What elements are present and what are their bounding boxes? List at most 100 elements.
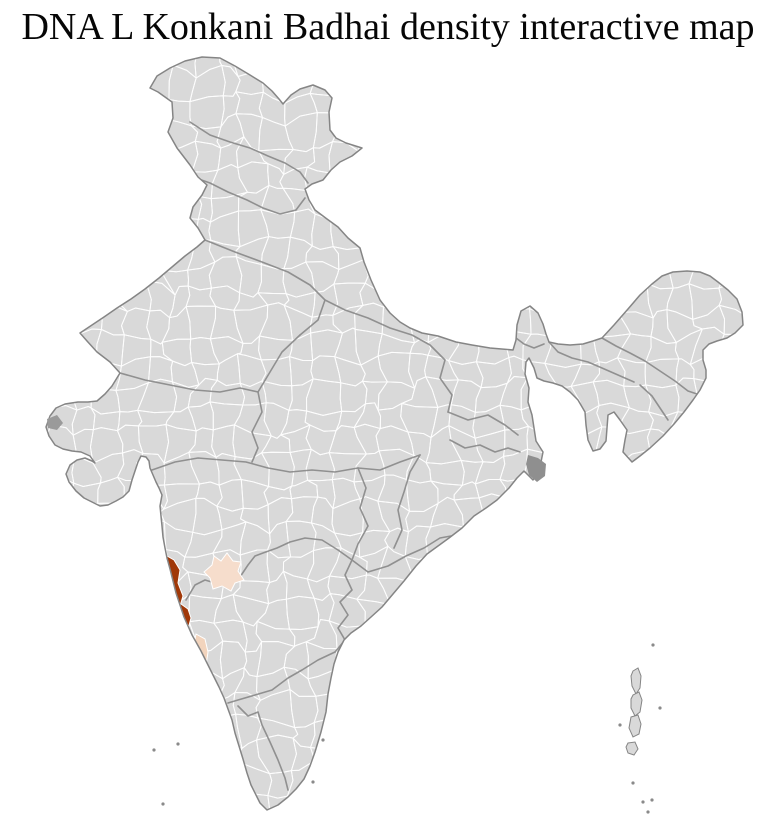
district-cell	[501, 523, 535, 553]
district-cell	[119, 173, 150, 200]
district-cell	[381, 792, 414, 810]
district-cell	[69, 88, 100, 120]
district-cell	[378, 57, 415, 76]
district-cell	[401, 121, 432, 150]
district-cell	[46, 616, 77, 651]
district-cell	[137, 118, 173, 152]
district-cell	[693, 427, 721, 456]
district-cell	[166, 213, 199, 248]
district-cell	[664, 238, 704, 266]
district-cell	[524, 212, 554, 244]
islet-dot	[646, 810, 650, 814]
district-cell	[569, 133, 604, 176]
islet-dot	[641, 800, 645, 804]
district-cell	[622, 165, 651, 186]
district-cell	[356, 187, 392, 216]
district-cell	[569, 113, 600, 139]
district-cell	[500, 690, 527, 716]
district-cell	[719, 328, 743, 368]
district-cell	[75, 287, 101, 318]
district-cell	[745, 762, 764, 798]
district-cell	[425, 97, 463, 127]
district-cell	[618, 593, 653, 630]
district-cell	[91, 256, 127, 295]
district-cell	[46, 354, 77, 389]
district-cell	[544, 188, 581, 220]
andaman-island	[630, 691, 643, 717]
district-cell	[359, 792, 389, 810]
district-cell	[424, 57, 452, 80]
district-cell	[137, 576, 175, 604]
district-cell	[673, 91, 695, 132]
district-cell	[546, 209, 581, 241]
district-cell	[495, 739, 530, 772]
district-cell	[46, 571, 76, 606]
district-cell	[383, 283, 413, 312]
district-cell	[620, 475, 651, 511]
district-cell	[649, 743, 676, 768]
district-cell	[718, 359, 743, 391]
district-cell	[573, 305, 602, 338]
district-cell	[626, 623, 653, 651]
district-cell	[431, 785, 461, 810]
district-cell	[114, 672, 152, 698]
district-cell	[651, 64, 680, 104]
district-cell	[699, 645, 718, 677]
district-cell	[407, 649, 440, 672]
district-cell	[712, 522, 743, 554]
district-cell	[642, 570, 681, 603]
district-cell	[544, 669, 581, 701]
kutch-marsh-patch	[47, 415, 63, 430]
district-cell	[496, 143, 534, 170]
district-cell	[50, 115, 80, 146]
district-cell	[430, 142, 459, 169]
district-cell	[385, 595, 408, 631]
state-border-line	[204, 239, 326, 336]
district-cell	[157, 171, 198, 200]
islet-dot	[311, 780, 315, 784]
district-cell	[449, 624, 480, 650]
district-cell	[712, 143, 743, 170]
district-cell	[117, 576, 144, 603]
district-cell	[433, 694, 460, 726]
district-cell	[71, 597, 92, 627]
district-cell	[330, 95, 361, 120]
district-cell	[666, 624, 703, 656]
state-border-line	[393, 454, 421, 549]
district-cell	[474, 666, 512, 695]
district-cell	[640, 113, 681, 152]
district-cell	[568, 237, 601, 272]
district-cell	[646, 668, 677, 697]
district-cell	[67, 712, 101, 744]
district-cell	[472, 306, 503, 342]
district-cell	[472, 259, 509, 289]
district-cell	[507, 212, 532, 244]
district-cell	[694, 691, 721, 722]
district-cell	[113, 525, 152, 559]
district-cell	[523, 186, 550, 220]
district-cell	[121, 232, 144, 268]
district-cell	[521, 693, 560, 721]
district-cell	[88, 761, 116, 796]
district-cell	[137, 147, 173, 179]
district-cell	[555, 290, 583, 318]
district-cell	[46, 695, 78, 725]
district-highlight-light-inland[interactable]	[203, 552, 245, 592]
district-cell	[669, 222, 703, 242]
district-cell	[69, 568, 95, 604]
district-cell	[69, 619, 102, 651]
district-cell	[520, 545, 554, 582]
district-cell	[592, 94, 624, 120]
district-cell	[453, 306, 479, 342]
district-cell	[90, 789, 125, 810]
district-cell	[673, 666, 702, 697]
district-cell	[68, 237, 99, 262]
district-cell	[477, 544, 506, 581]
district-cell	[506, 497, 538, 527]
district-cell	[597, 64, 623, 99]
district-highlight-dark-south[interactable]	[167, 603, 192, 634]
district-cell	[691, 744, 719, 780]
district-cell	[383, 164, 413, 191]
